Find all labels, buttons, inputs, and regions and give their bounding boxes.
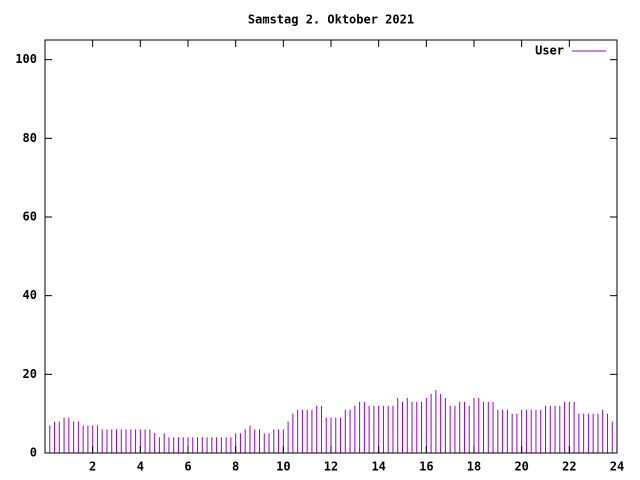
y-tick-label: 100 <box>15 52 37 66</box>
y-tick-label: 0 <box>30 446 37 460</box>
x-tick-label: 6 <box>184 460 191 474</box>
x-tick-label: 22 <box>562 460 576 474</box>
x-tick-label: 24 <box>610 460 624 474</box>
x-tick-label: 2 <box>89 460 96 474</box>
x-tick-label: 8 <box>232 460 239 474</box>
x-tick-label: 4 <box>137 460 144 474</box>
y-tick-label: 40 <box>23 288 37 302</box>
x-tick-label: 14 <box>371 460 385 474</box>
x-tick-label: 10 <box>276 460 290 474</box>
chart-title: Samstag 2. Oktober 2021 <box>248 13 414 27</box>
plot-frame <box>44 39 618 454</box>
y-tick-label: 80 <box>23 131 37 145</box>
x-tick-label: 12 <box>324 460 338 474</box>
x-tick-label: 16 <box>419 460 433 474</box>
y-tick-label: 20 <box>23 367 37 381</box>
x-tick-label: 20 <box>514 460 528 474</box>
y-tick-label: 60 <box>23 210 37 224</box>
x-tick-label: 18 <box>467 460 481 474</box>
legend-label: User <box>535 44 564 58</box>
